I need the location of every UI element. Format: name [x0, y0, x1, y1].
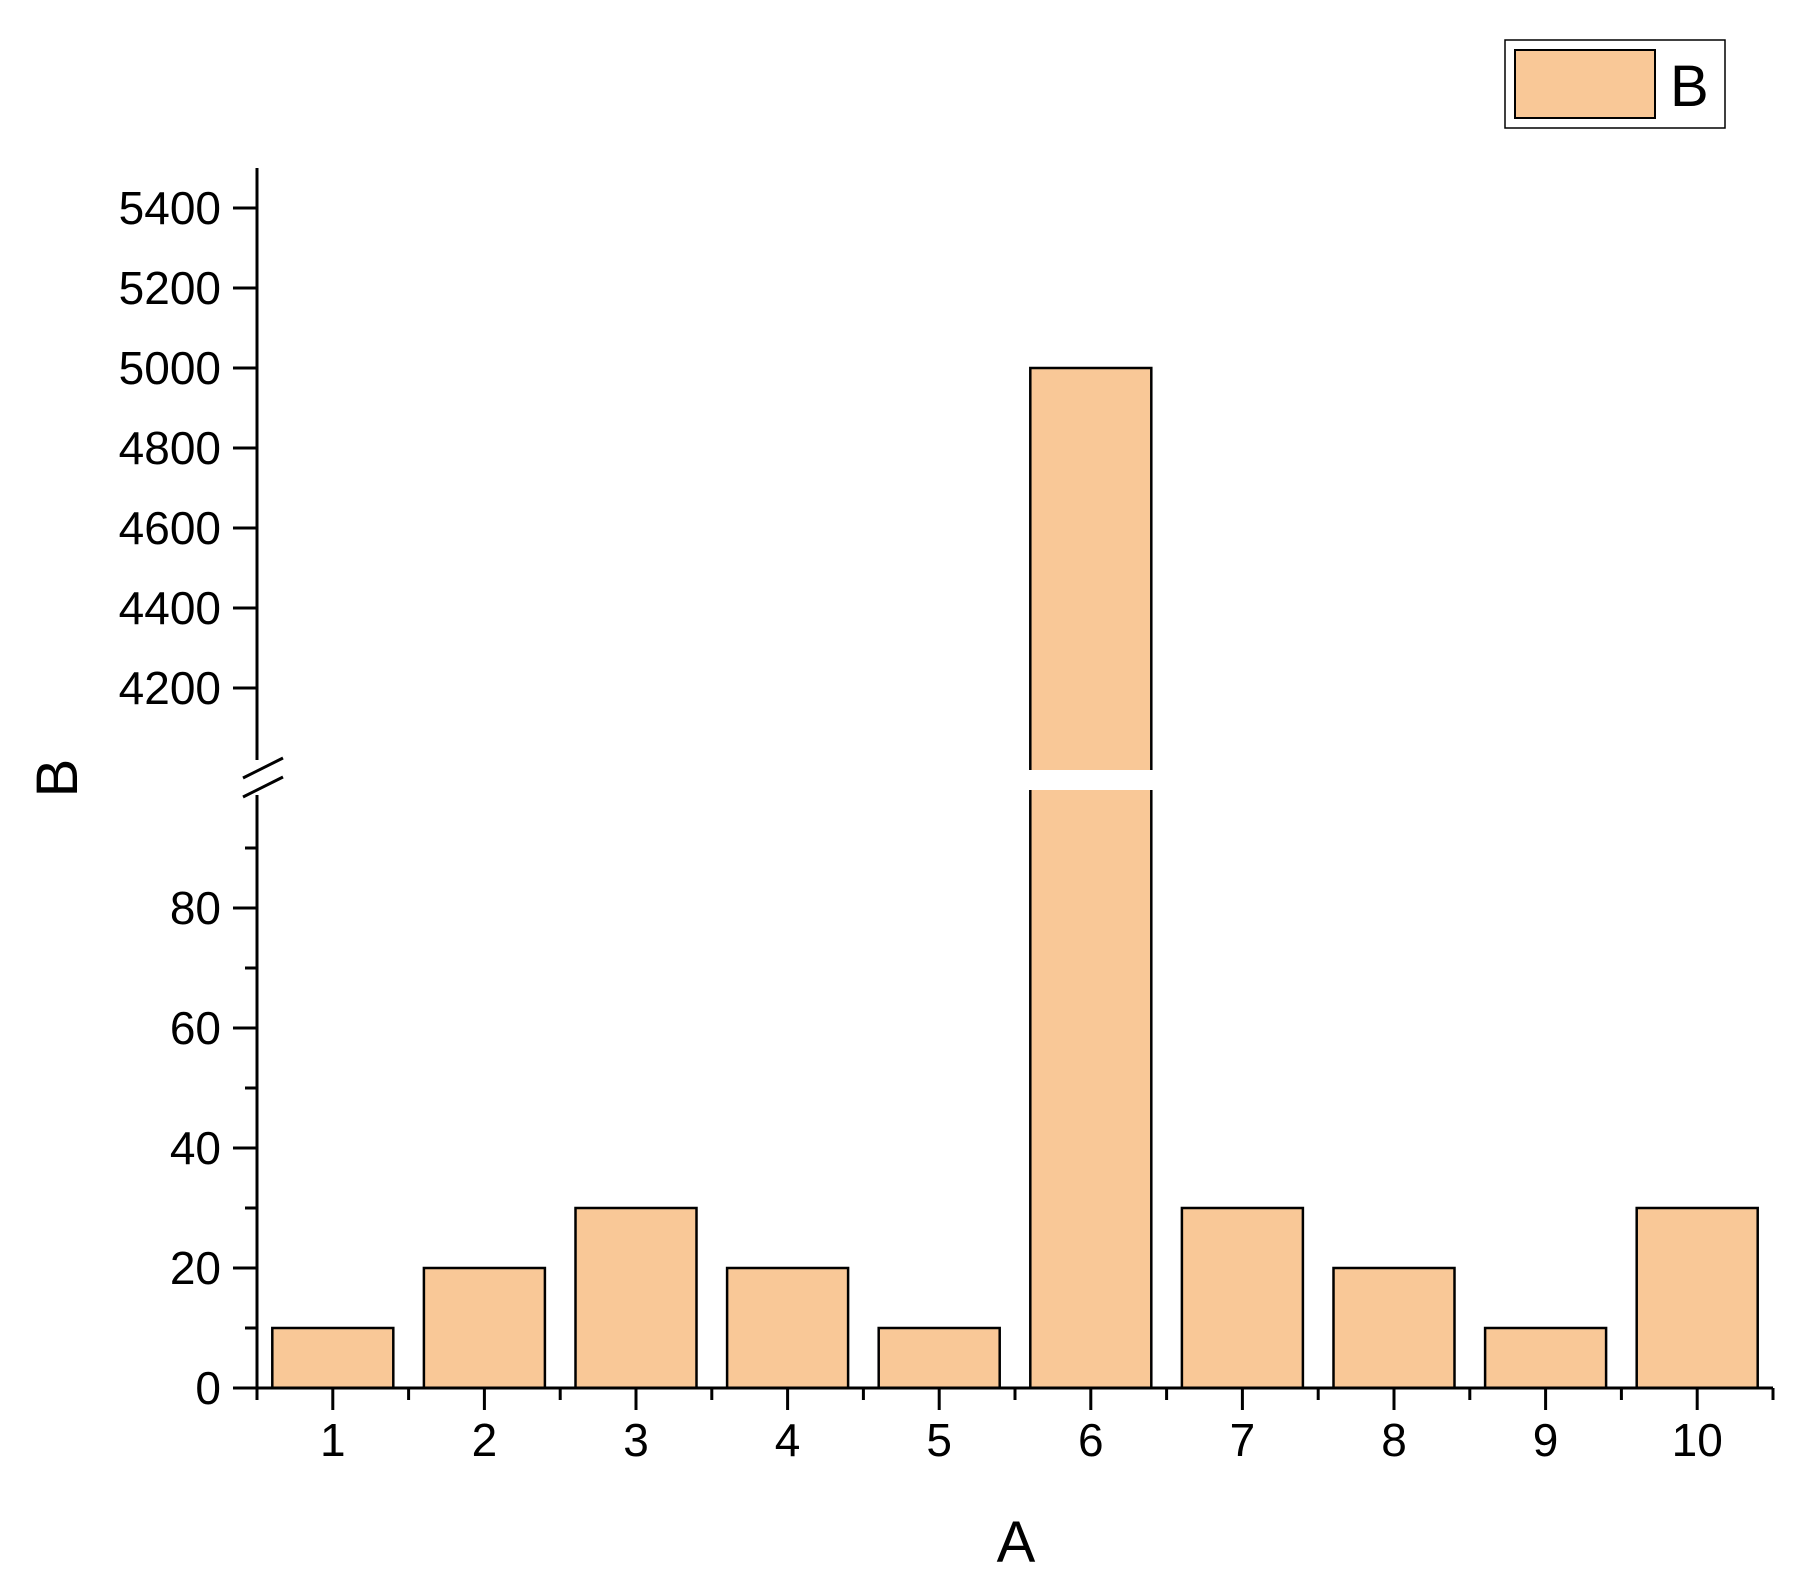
y-tick-label-20: 20: [170, 1242, 221, 1294]
bar-break-gap-6: [1027, 770, 1155, 790]
bar-3: [574, 1206, 698, 1390]
bar-8: [1332, 1266, 1456, 1390]
y-tick-label-4200: 4200: [119, 662, 221, 714]
bar-5: [877, 1326, 1001, 1390]
y-tick-label-5200: 5200: [119, 262, 221, 314]
bar-6: [1029, 366, 1153, 1390]
y-tick-label-0: 0: [195, 1362, 221, 1414]
bar-9: [1483, 1326, 1608, 1390]
bar-4: [725, 1266, 850, 1390]
bars-group: [271, 366, 1759, 1390]
axis-break-gaps: [1027, 770, 1155, 790]
y-tick-label-4400: 4400: [119, 582, 221, 634]
y-tick-label-5000: 5000: [119, 342, 221, 394]
x-tick-label-3: 3: [623, 1414, 649, 1466]
x-tick-label-7: 7: [1230, 1414, 1256, 1466]
y-axis-title: B: [25, 759, 90, 798]
legend: B: [1504, 39, 1726, 129]
y-axis-break-mark-2: [242, 775, 284, 799]
y-tick-label-4600: 4600: [119, 502, 221, 554]
legend-swatch: [1514, 49, 1656, 119]
y-tick-label-5400: 5400: [119, 182, 221, 234]
x-axis-title: A: [997, 1510, 1036, 1575]
y-axis-break-mark-1: [242, 756, 284, 780]
x-tick-label-2: 2: [472, 1414, 498, 1466]
y-tick-label-60: 60: [170, 1002, 221, 1054]
x-tick-label-4: 4: [775, 1414, 801, 1466]
bar-1: [271, 1326, 395, 1390]
y-ticks-group: 4200 4400 4600 4800 5000 5200 5400 0 20 40 60 80: [119, 182, 257, 1414]
y-tick-label-40: 40: [170, 1122, 221, 1174]
x-ticks-group: 1 2 3 4 5 6 7 8 9 10: [255, 1388, 1775, 1466]
axes-group: [242, 168, 1773, 1390]
x-tick-label-8: 8: [1381, 1414, 1407, 1466]
y-tick-label-80: 80: [170, 882, 221, 934]
x-tick-label-6: 6: [1078, 1414, 1104, 1466]
x-tick-label-5: 5: [926, 1414, 952, 1466]
bar-2: [422, 1266, 547, 1390]
x-tick-label-1: 1: [320, 1414, 346, 1466]
x-tick-label-9: 9: [1533, 1414, 1559, 1466]
x-tick-label-10: 10: [1672, 1414, 1723, 1466]
legend-label: B: [1670, 54, 1709, 119]
bar-10: [1635, 1206, 1759, 1390]
y-tick-label-4800: 4800: [119, 422, 221, 474]
bar-7: [1180, 1206, 1305, 1390]
